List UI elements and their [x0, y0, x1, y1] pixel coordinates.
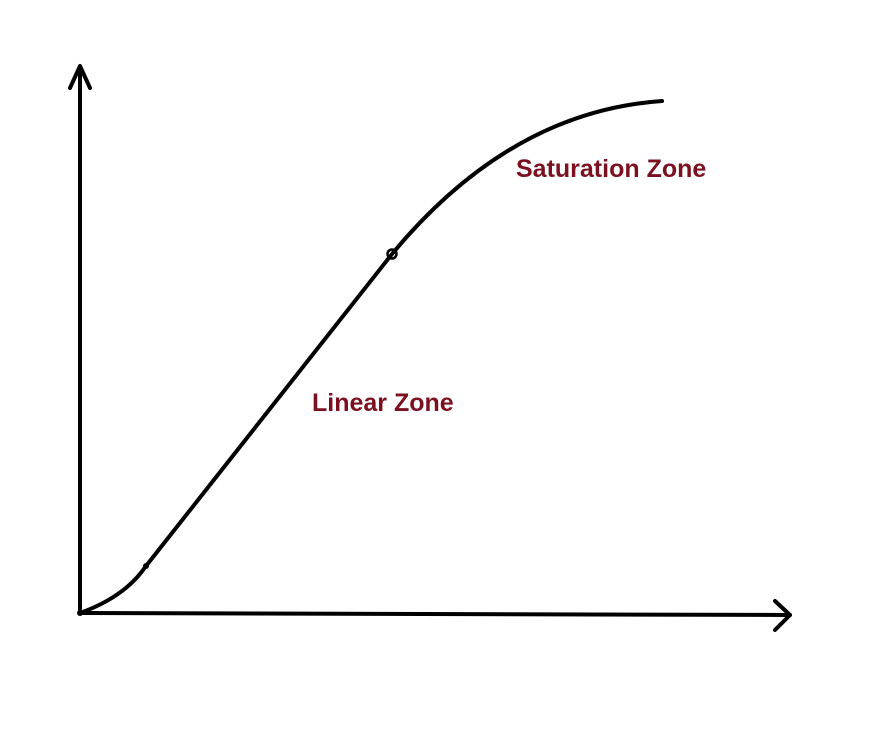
y-axis: [68, 64, 92, 615]
linear-zone-label: Linear Zone: [312, 389, 454, 417]
x-axis-arrowhead: [773, 599, 792, 632]
response-curve: [78, 99, 664, 615]
x-axis-line: [78, 611, 792, 617]
saturation-zone-label: Saturation Zone: [516, 155, 706, 183]
y-axis-arrowhead: [68, 64, 92, 90]
linear-start-point: [143, 563, 149, 569]
saturation-start-point: [386, 248, 398, 260]
x-axis: [78, 599, 792, 632]
